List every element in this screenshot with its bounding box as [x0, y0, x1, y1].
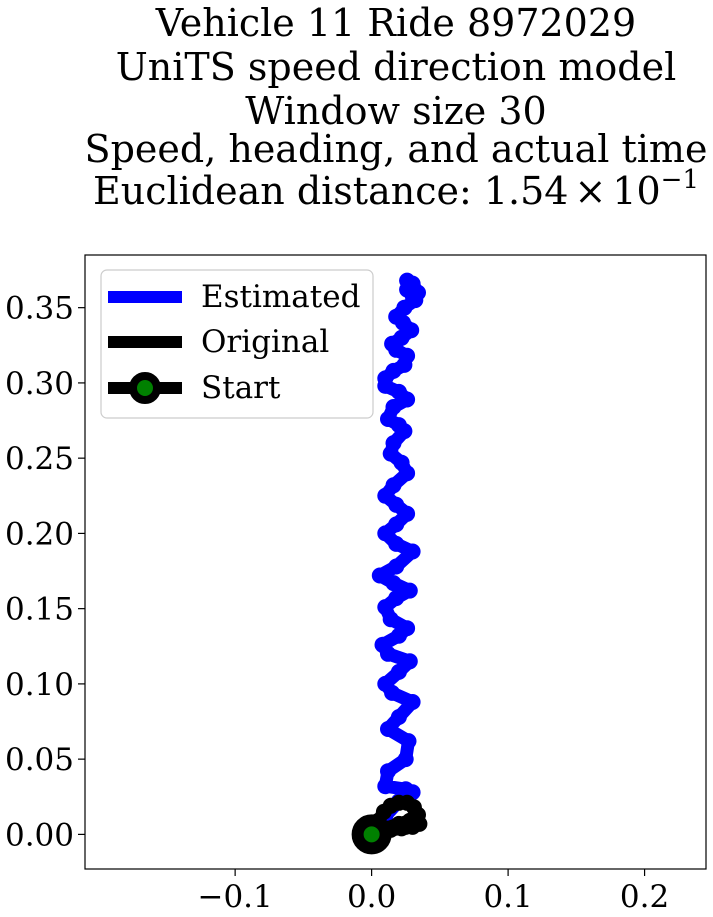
series-estimated-point [382, 611, 399, 628]
legend: Estimated Original Start [100, 269, 374, 419]
y-tick-label: 0.10 [5, 667, 74, 703]
plot-marks [351, 272, 428, 855]
x-tick-label: 0.0 [347, 879, 396, 915]
series-estimated-point [390, 663, 407, 680]
title-line-1: Vehicle 11 Ride 8972029 [155, 1, 636, 45]
series-estimated-point [404, 694, 421, 710]
chart-title: Vehicle 11 Ride 8972029 UniTS speed dire… [85, 1, 708, 213]
series-estimated-point [377, 599, 394, 616]
series-estimated-point [390, 383, 407, 400]
series-estimated-point [385, 435, 402, 452]
series-estimated-point [374, 636, 391, 653]
title-distance-base: 10 [612, 169, 660, 213]
series-estimated-point [388, 590, 405, 607]
series-estimated-point [377, 525, 394, 542]
series-estimated-point [385, 575, 402, 592]
series-estimated-point [388, 496, 405, 513]
series-estimated-point [404, 543, 421, 560]
legend-start-marker [129, 372, 161, 404]
series-estimated-point [399, 620, 416, 637]
title-distance-times: × [574, 169, 606, 213]
series-estimated-point [400, 733, 417, 750]
series-estimated-point [397, 781, 414, 798]
legend-estimated-label: Estimated [201, 279, 360, 315]
series-estimated-point [390, 709, 407, 725]
series-estimated-point [380, 721, 396, 737]
x-tick-label: 0.2 [620, 879, 669, 915]
legend-box [100, 269, 374, 419]
series-estimated-point [380, 763, 396, 780]
title-line-3: Window size 30 [245, 89, 546, 133]
series-estimated-point [388, 535, 405, 552]
y-tick-label: 0.15 [5, 592, 74, 628]
legend-original-label: Original [201, 324, 329, 360]
x-tick-label: 0.1 [483, 879, 532, 915]
y-tick-label: 0.35 [5, 291, 74, 327]
legend-start-label: Start [201, 370, 281, 406]
series-estimated-point [385, 399, 402, 415]
series-estimated-point [377, 675, 394, 692]
x-axis: −0.1 0.0 0.1 0.2 [197, 869, 669, 915]
series-estimated-point [401, 582, 418, 599]
y-axis: 0.00 0.05 0.10 0.15 0.20 0.25 0.30 0.35 [5, 291, 85, 853]
series-estimated-point [385, 477, 402, 494]
title-line-5: Euclidean distance: 1.54 × 10−1 [93, 165, 699, 213]
title-line-2: UniTS speed direction model [116, 45, 676, 89]
series-estimated-point [399, 505, 416, 522]
series-estimated-point [401, 653, 418, 670]
y-tick-label: 0.05 [5, 742, 74, 778]
series-estimated-point [399, 272, 416, 289]
series-estimated-point [380, 411, 396, 427]
y-tick-label: 0.30 [5, 366, 74, 402]
title-line-4: Speed, heading, and actual time [85, 127, 708, 171]
title-distance-mantissa: 1.54 [484, 169, 569, 213]
y-tick-label: 0.00 [5, 817, 74, 853]
x-tick-label: −0.1 [197, 879, 272, 915]
y-tick-label: 0.20 [5, 516, 74, 552]
series-estimated-point [388, 516, 405, 533]
series-original-point [397, 818, 414, 835]
series-estimated-point [377, 778, 394, 795]
y-tick-label: 0.25 [5, 441, 74, 477]
start-marker [351, 814, 392, 855]
series-estimated-point [371, 567, 388, 584]
series-estimated-point [397, 751, 414, 768]
series-estimated-point [393, 454, 410, 471]
title-distance-prefix: Euclidean distance: [93, 169, 484, 213]
series-estimated-point [388, 558, 405, 575]
title-distance-exponent: −1 [661, 165, 699, 195]
